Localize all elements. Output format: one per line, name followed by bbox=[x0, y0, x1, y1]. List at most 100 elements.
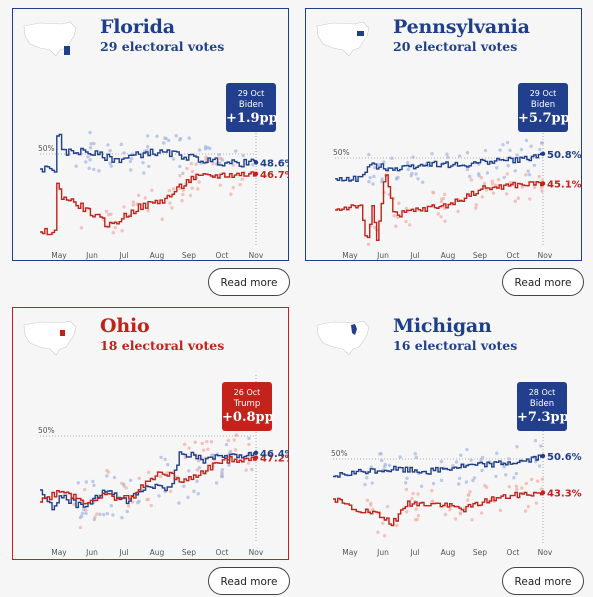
poll-dot bbox=[160, 217, 164, 221]
state-panel-ohio: Ohio 18 electoral votes 50% 47.2%46.4% May… bbox=[12, 307, 290, 595]
month-tick-label: Sep bbox=[473, 548, 487, 557]
poll-dot bbox=[171, 157, 176, 161]
series-line-trump bbox=[40, 456, 257, 505]
poll-dot bbox=[397, 201, 401, 206]
poll-dot bbox=[480, 195, 485, 199]
poll-dot bbox=[92, 483, 96, 488]
poll-dot bbox=[190, 186, 194, 190]
poll-dot bbox=[122, 205, 126, 209]
poll-dot bbox=[128, 159, 133, 164]
poll-dot bbox=[410, 496, 414, 501]
series-line-trump bbox=[333, 491, 544, 527]
read-more-button[interactable]: Read more bbox=[208, 567, 290, 595]
poll-dot bbox=[227, 463, 231, 467]
poll-dot bbox=[538, 147, 542, 152]
poll-dot bbox=[231, 185, 235, 190]
poll-dot bbox=[404, 487, 409, 492]
series-final-label: 48.6% bbox=[260, 158, 289, 169]
poll-dot bbox=[104, 209, 109, 214]
series-final-label: 47.2% bbox=[260, 454, 289, 465]
poll-dot bbox=[464, 480, 469, 484]
poll-dot bbox=[439, 478, 444, 483]
month-tick-label: Aug bbox=[150, 548, 165, 557]
poll-dot bbox=[233, 149, 238, 153]
poll-dot bbox=[106, 212, 111, 217]
poll-dot bbox=[405, 476, 409, 480]
poll-dot bbox=[454, 460, 459, 464]
month-tick-label: May bbox=[51, 548, 67, 557]
read-more-button[interactable]: Read more bbox=[502, 268, 584, 296]
poll-dot bbox=[395, 215, 400, 219]
series-line-trump bbox=[40, 171, 257, 236]
poll-dot bbox=[380, 458, 384, 463]
poll-dot bbox=[197, 180, 201, 184]
poll-dot bbox=[506, 163, 510, 168]
poll-dot bbox=[468, 490, 472, 494]
poll-dot bbox=[120, 229, 124, 233]
read-more-button[interactable]: Read more bbox=[208, 268, 290, 296]
poll-dot bbox=[382, 534, 387, 538]
poll-dot bbox=[224, 442, 229, 447]
month-tick-label: Oct bbox=[507, 548, 520, 557]
poll-dot bbox=[539, 141, 544, 145]
poll-dot bbox=[490, 179, 494, 184]
poll-dot bbox=[189, 162, 194, 166]
poll-dot bbox=[78, 515, 83, 520]
lead-badge: 28 Oct Biden +7.3pp bbox=[517, 382, 569, 431]
poll-dot bbox=[122, 151, 126, 155]
electoral-votes: 20 electoral votes bbox=[393, 39, 518, 54]
fifty-percent-label: 50% bbox=[333, 148, 350, 157]
poll-dot bbox=[112, 475, 117, 480]
poll-dot bbox=[188, 193, 193, 198]
poll-dot bbox=[540, 477, 545, 481]
poll-dot bbox=[369, 465, 374, 469]
poll-dot bbox=[480, 468, 484, 473]
poll-dot bbox=[390, 156, 394, 160]
poll-dot bbox=[527, 173, 532, 177]
month-tick-label: Nov bbox=[249, 251, 264, 260]
poll-dot bbox=[494, 183, 498, 187]
read-more-button[interactable]: Read more bbox=[502, 567, 584, 595]
poll-dot bbox=[196, 187, 200, 191]
electoral-votes: 29 electoral votes bbox=[100, 39, 225, 54]
poll-dot bbox=[431, 499, 435, 503]
series-end-marker bbox=[540, 453, 546, 459]
poll-dot bbox=[201, 448, 206, 452]
poll-dot bbox=[147, 164, 151, 169]
poll-dot bbox=[187, 446, 191, 450]
poll-dot bbox=[82, 487, 87, 492]
poll-dot bbox=[373, 225, 377, 230]
electoral-votes: 16 electoral votes bbox=[393, 338, 518, 353]
poll-dot bbox=[226, 438, 231, 443]
poll-dot bbox=[378, 452, 382, 456]
poll-dot bbox=[416, 492, 420, 496]
poll-dot bbox=[515, 153, 519, 157]
poll-dot bbox=[514, 471, 519, 476]
series-end-marker bbox=[540, 181, 546, 186]
poll-dot bbox=[92, 517, 96, 522]
poll-dot bbox=[414, 455, 419, 460]
poll-dot bbox=[413, 517, 418, 522]
poll-dot bbox=[382, 160, 386, 164]
month-tick-label: Jun bbox=[85, 548, 98, 557]
us-map-icon bbox=[23, 21, 77, 57]
state-title: Pennsylvania bbox=[393, 16, 530, 38]
poll-dot bbox=[466, 498, 470, 502]
poll-dot bbox=[137, 499, 141, 504]
poll-dot bbox=[498, 148, 502, 152]
poll-dot bbox=[368, 503, 373, 507]
poll-dot bbox=[442, 192, 447, 197]
month-tick-label: May bbox=[342, 251, 358, 260]
poll-dot bbox=[431, 190, 435, 194]
poll-dot bbox=[484, 485, 489, 489]
poll-dot bbox=[411, 155, 415, 159]
poll-dot bbox=[431, 481, 436, 486]
poll-dot bbox=[457, 154, 462, 158]
poll-dot bbox=[228, 449, 233, 454]
poll-dot bbox=[196, 492, 200, 496]
poll-dot bbox=[220, 467, 225, 472]
poll-dot bbox=[465, 447, 469, 452]
poll-dot bbox=[240, 177, 245, 181]
series-line-biden bbox=[40, 133, 257, 173]
poll-dot bbox=[404, 510, 409, 514]
